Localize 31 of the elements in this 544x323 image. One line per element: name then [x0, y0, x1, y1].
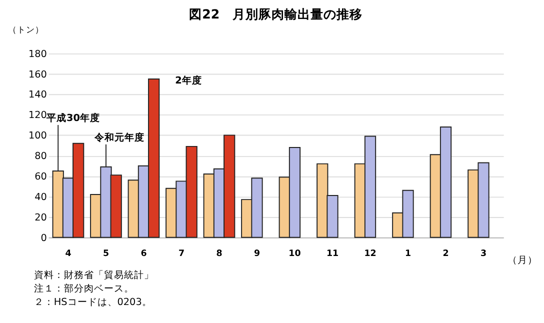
- text: ２：HSコードは、0203。: [34, 297, 152, 308]
- x-tick-label: 9: [254, 249, 260, 260]
- y-tick-label: 60: [34, 171, 47, 182]
- y-tick-label: 20: [34, 212, 47, 224]
- x-tick-label: 7: [178, 249, 185, 260]
- x-tick-label: 6: [140, 249, 147, 260]
- y-tick-label: 140: [28, 90, 47, 101]
- y-tick-label: 120: [28, 110, 47, 122]
- y-tick-label: 80: [34, 151, 47, 162]
- y-tick-label: 40: [34, 192, 47, 203]
- x-axis-title: （月）: [508, 255, 538, 266]
- x-tick-label: 12: [364, 249, 376, 260]
- y-tick-label: 180: [28, 48, 47, 60]
- x-tick-label: 2: [442, 249, 449, 260]
- y-tick-label: 160: [28, 69, 47, 80]
- text: 資料：財務省「貿易統計」: [34, 269, 154, 282]
- y-tick-label: 100: [28, 130, 47, 142]
- y-axis-title: （トン）: [8, 26, 44, 36]
- x-tick-label: 1: [404, 249, 412, 260]
- x-tick-label: 5: [102, 249, 110, 260]
- series-label: 2年度: [175, 74, 202, 86]
- text: 平成30年度: [45, 112, 100, 124]
- text: 注１：部分肉ベース。: [34, 282, 134, 295]
- x-tick-label: 3: [480, 249, 487, 260]
- y-tick-label: 0: [40, 232, 47, 244]
- x-tick-label: 4: [65, 249, 72, 260]
- chart-title: 図22 月別豚肉輸出量の推移: [189, 6, 363, 22]
- x-tick-label: 10: [288, 249, 301, 260]
- text: 令和元年度: [93, 132, 144, 144]
- x-tick-label: 11: [326, 249, 339, 260]
- x-tick-label: 8: [216, 249, 222, 260]
